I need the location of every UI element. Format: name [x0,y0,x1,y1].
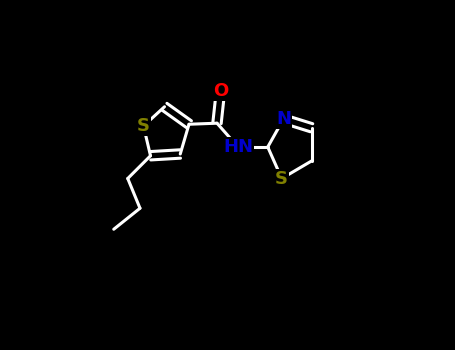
Text: O: O [213,82,228,100]
Text: HN: HN [223,138,253,156]
Text: S: S [275,169,288,188]
Text: N: N [276,110,291,128]
Text: S: S [137,117,150,135]
